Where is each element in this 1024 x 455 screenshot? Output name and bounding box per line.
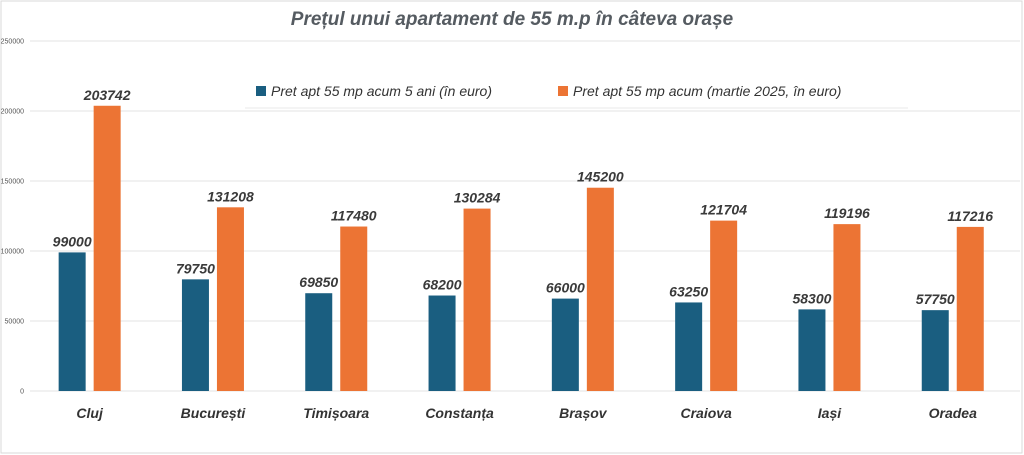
bar-series-2 [956,226,984,391]
chart-title: Prețul unui apartament de 55 m.p în câte… [291,9,734,30]
y-tick-label: 50000 [5,319,25,326]
x-tick-label: Oradea [929,405,977,421]
x-tick-label: Brașov [559,405,608,421]
x-tick-label: Constanța [425,405,494,421]
data-label: 63250 [669,283,708,299]
bar-series-2 [93,105,121,391]
y-tick-label: 250000 [1,39,24,46]
data-label: 131208 [207,188,254,204]
y-tick-label: 150000 [1,179,24,186]
data-label: 68200 [423,277,462,293]
legend-label-series-1: Pret apt 55 mp acum 5 ani (în euro) [271,83,492,99]
bar-series-2 [586,187,614,391]
y-tick-label: 0 [20,389,24,396]
bar-series-1 [305,293,333,391]
y-axis-ticks: 0 50000 100000 150000 200000 250000 [1,39,24,396]
bar-series-2 [216,207,244,391]
data-label: 57750 [916,291,955,307]
bar-series-2 [833,224,861,391]
data-labels: 99000 203742 79750 131208 69850 117480 68200 13… [53,87,994,307]
bar-series-1 [798,309,826,391]
legend-swatch-series-1 [256,86,266,96]
data-label: 66000 [546,280,585,296]
data-label: 58300 [792,290,831,306]
bar-series-1 [181,279,209,391]
data-label: 99000 [53,233,92,249]
legend: Pret apt 55 mp acum 5 ani (în euro) Pret… [245,83,908,109]
y-tick-label: 200000 [1,109,24,116]
data-label: 117480 [331,208,377,224]
bar-series-1 [428,295,456,391]
x-axis-ticks: Cluj București Timișoara Constanța Brașov Cra… [76,405,977,421]
data-label: 145200 [577,169,624,185]
bar-series-1 [921,310,949,391]
bar-series-1 [551,298,579,391]
data-label: 203742 [83,87,131,103]
legend-swatch-series-2 [558,86,568,96]
bar-series-2 [710,220,738,391]
data-label: 79750 [176,260,215,276]
data-label: 130284 [454,190,501,206]
bar-series-1 [675,302,703,391]
bars [58,105,984,391]
bar-series-2 [463,208,491,391]
bar-series-2 [340,226,368,391]
x-tick-label: Iași [818,405,842,421]
grid-lines [30,40,1020,392]
legend-label-series-2: Pret apt 55 mp acum (martie 2025, în eur… [573,83,841,99]
data-label: 69850 [299,274,338,290]
data-label: 121704 [700,202,747,218]
y-tick-label: 100000 [1,249,24,256]
data-label: 119196 [824,205,870,221]
x-tick-label: Timișoara [303,405,369,421]
data-label: 117216 [947,208,993,224]
x-tick-label: Cluj [76,405,104,421]
x-tick-label: Craiova [680,405,732,421]
x-tick-label: București [181,405,247,421]
bar-series-1 [58,252,86,391]
